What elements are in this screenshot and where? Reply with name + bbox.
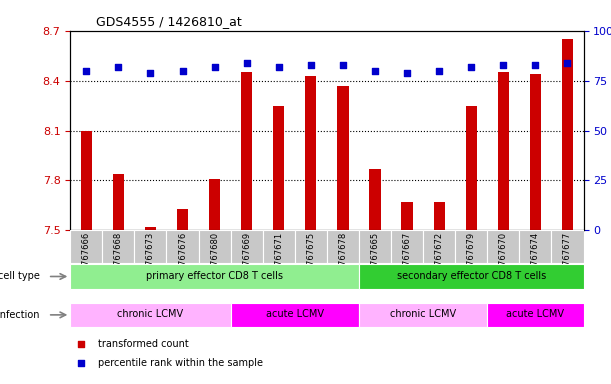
Bar bbox=[231, 230, 263, 263]
Point bbox=[178, 68, 188, 74]
Text: GSM767668: GSM767668 bbox=[114, 232, 123, 283]
Bar bbox=[134, 230, 166, 263]
Text: primary effector CD8 T cells: primary effector CD8 T cells bbox=[146, 271, 283, 281]
Bar bbox=[359, 303, 488, 327]
Point bbox=[563, 60, 573, 66]
Bar bbox=[273, 106, 284, 230]
Point bbox=[274, 64, 284, 70]
Bar bbox=[562, 39, 573, 230]
Point bbox=[499, 61, 508, 68]
Point bbox=[402, 70, 412, 76]
Text: GSM767672: GSM767672 bbox=[434, 232, 444, 283]
Text: chronic LCMV: chronic LCMV bbox=[117, 310, 183, 319]
Bar bbox=[455, 230, 488, 263]
Point bbox=[81, 68, 91, 74]
Bar bbox=[209, 179, 220, 230]
Bar bbox=[434, 202, 445, 230]
Bar bbox=[145, 227, 156, 230]
Text: GDS4555 / 1426810_at: GDS4555 / 1426810_at bbox=[96, 15, 242, 28]
Point bbox=[530, 61, 540, 68]
Bar bbox=[231, 303, 359, 327]
Point bbox=[370, 68, 380, 74]
Bar bbox=[401, 202, 412, 230]
Bar bbox=[391, 230, 423, 263]
Point bbox=[338, 61, 348, 68]
Bar bbox=[519, 230, 552, 263]
Text: secondary effector CD8 T cells: secondary effector CD8 T cells bbox=[397, 271, 546, 281]
Bar bbox=[306, 76, 316, 230]
Text: GSM767676: GSM767676 bbox=[178, 232, 187, 283]
Bar bbox=[327, 230, 359, 263]
Bar bbox=[552, 230, 584, 263]
Bar bbox=[263, 230, 295, 263]
Text: acute LCMV: acute LCMV bbox=[266, 310, 324, 319]
Point bbox=[466, 64, 476, 70]
Bar bbox=[466, 106, 477, 230]
Bar bbox=[113, 174, 124, 230]
Text: GSM767679: GSM767679 bbox=[467, 232, 476, 283]
Bar bbox=[370, 169, 381, 230]
Text: cell type: cell type bbox=[0, 271, 40, 281]
Point bbox=[434, 68, 444, 74]
Point bbox=[114, 64, 123, 70]
Point bbox=[145, 70, 155, 76]
Text: GSM767673: GSM767673 bbox=[146, 232, 155, 283]
Bar bbox=[81, 131, 92, 230]
Bar bbox=[177, 209, 188, 230]
Bar bbox=[423, 230, 455, 263]
Bar bbox=[166, 230, 199, 263]
Text: chronic LCMV: chronic LCMV bbox=[390, 310, 456, 319]
Text: GSM767674: GSM767674 bbox=[531, 232, 540, 283]
Bar bbox=[241, 72, 252, 230]
Bar bbox=[498, 72, 509, 230]
Text: GSM767667: GSM767667 bbox=[403, 232, 412, 283]
Bar bbox=[70, 264, 359, 289]
Text: infection: infection bbox=[0, 310, 40, 320]
Text: GSM767675: GSM767675 bbox=[306, 232, 315, 283]
Point bbox=[76, 341, 86, 347]
Text: GSM767666: GSM767666 bbox=[82, 232, 91, 283]
Text: GSM767670: GSM767670 bbox=[499, 232, 508, 283]
Text: transformed count: transformed count bbox=[98, 339, 189, 349]
Text: GSM767680: GSM767680 bbox=[210, 232, 219, 283]
Text: GSM767677: GSM767677 bbox=[563, 232, 572, 283]
Bar bbox=[530, 74, 541, 230]
Text: GSM767665: GSM767665 bbox=[370, 232, 379, 283]
Point bbox=[306, 61, 316, 68]
Point bbox=[210, 64, 219, 70]
Bar bbox=[70, 303, 231, 327]
Point bbox=[242, 60, 252, 66]
Bar bbox=[199, 230, 231, 263]
Text: acute LCMV: acute LCMV bbox=[507, 310, 565, 319]
Bar bbox=[488, 303, 584, 327]
Bar bbox=[488, 230, 519, 263]
Text: GSM767671: GSM767671 bbox=[274, 232, 284, 283]
Text: percentile rank within the sample: percentile rank within the sample bbox=[98, 358, 263, 368]
Text: GSM767669: GSM767669 bbox=[242, 232, 251, 283]
Point bbox=[76, 360, 86, 366]
Bar bbox=[359, 264, 584, 289]
Bar bbox=[103, 230, 134, 263]
Text: GSM767678: GSM767678 bbox=[338, 232, 348, 283]
Bar bbox=[359, 230, 391, 263]
Bar bbox=[337, 86, 348, 230]
Bar bbox=[70, 230, 103, 263]
Bar bbox=[295, 230, 327, 263]
